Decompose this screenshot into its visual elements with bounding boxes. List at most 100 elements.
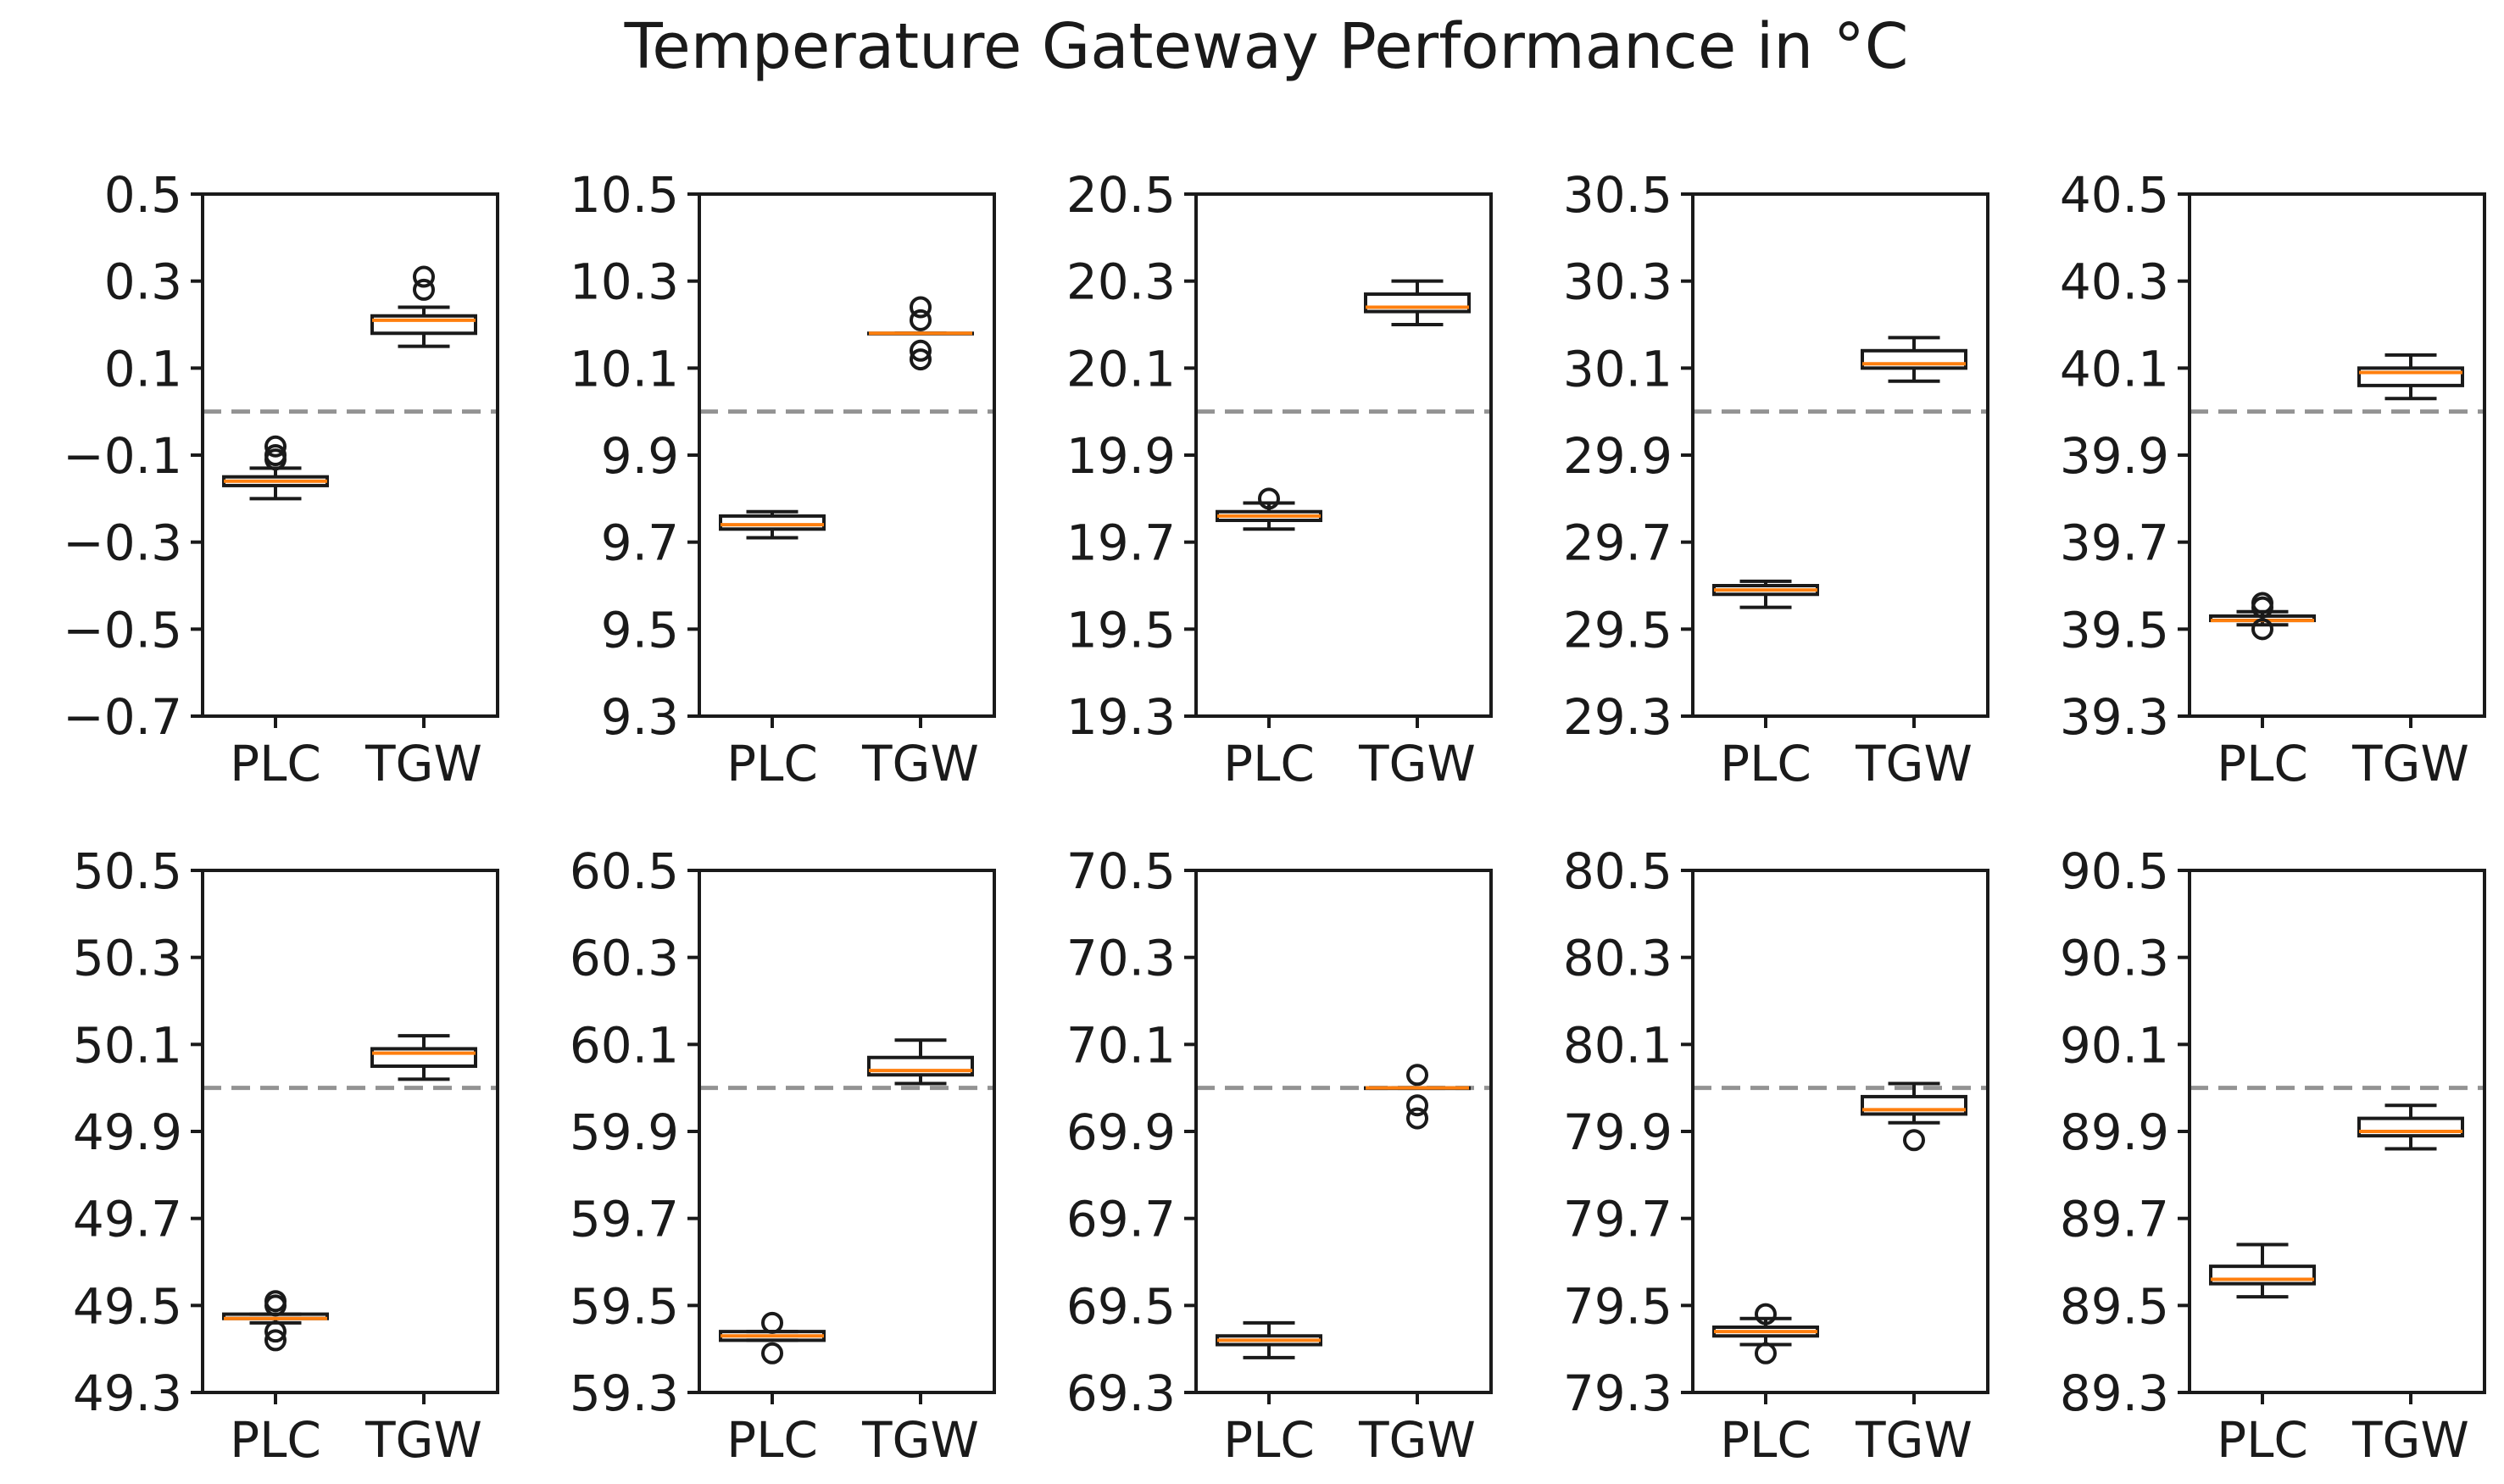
iqr-box [719, 514, 826, 531]
panel-8: 70.5 70.3 70.1 69.9 69.7 69.5 69.3 PLC TGW [1066, 842, 1493, 1469]
y-tick-label: 0.3 [104, 253, 182, 311]
x-tick-label-plc: PLC [230, 1411, 321, 1469]
box-plc [222, 1290, 329, 1352]
y-tick-label: 29.3 [1563, 688, 1672, 746]
box-plc [719, 1311, 826, 1365]
y-tick-label: 20.3 [1066, 253, 1176, 311]
y-tick-label: 89.5 [2060, 1277, 2169, 1335]
panel-7: 60.5 60.3 60.1 59.9 59.7 59.5 59.3 PLC TGW [570, 842, 996, 1469]
box-tgw [867, 1038, 974, 1086]
y-tick-label: −0.1 [63, 427, 182, 485]
panel-1: 0.5 0.3 0.1 −0.1 −0.3 −0.5 −0.7 PLC TGW [63, 166, 499, 792]
y-tick-label: 69.3 [1066, 1365, 1176, 1422]
y-tick-label: 29.5 [1563, 601, 1672, 659]
x-tick-label-plc: PLC [1720, 735, 1811, 792]
outlier-point [1755, 1303, 1777, 1326]
x-tick-label-tgw: TGW [364, 735, 482, 792]
y-tick-label: 9.9 [601, 427, 679, 485]
y-tick-label: 39.7 [2060, 514, 2169, 572]
box-tgw [370, 265, 477, 348]
y-tick-label: 19.7 [1066, 514, 1176, 572]
y-tick-label: 19.9 [1066, 427, 1176, 485]
outlier-point [264, 1329, 287, 1352]
x-tick-label-plc: PLC [2217, 735, 2308, 792]
iqr-box [2357, 1116, 2464, 1138]
iqr-box [867, 1055, 974, 1077]
y-tick-label: 90.1 [2060, 1016, 2169, 1074]
box-plc [1712, 579, 1819, 609]
box-plc [1216, 1320, 1322, 1359]
outlier-point [910, 308, 932, 331]
y-tick-label: 9.5 [601, 601, 679, 659]
y-tick-label: 89.7 [2060, 1191, 2169, 1248]
panel-4: 30.5 30.3 30.1 29.9 29.7 29.5 29.3 PLC TGW [1563, 166, 1989, 792]
x-tick-label-tgw: TGW [1358, 735, 1476, 792]
box-plc [2209, 1242, 2316, 1299]
x-tick-label-plc: PLC [726, 1411, 818, 1469]
y-tick-label: 80.5 [1563, 842, 1672, 900]
y-tick-label: 79.5 [1563, 1277, 1672, 1335]
x-tick-label-tgw: TGW [1855, 735, 1973, 792]
x-tick-label-plc: PLC [1223, 1411, 1315, 1469]
y-tick-label: 0.5 [104, 166, 182, 224]
box-plc [2209, 592, 2316, 641]
y-tick-label: −0.3 [63, 514, 182, 572]
y-tick-label: 30.5 [1563, 166, 1672, 224]
y-tick-label: 49.5 [73, 1277, 182, 1335]
outlier-point [910, 339, 932, 362]
box-tgw [2357, 353, 2464, 401]
box-plc [1216, 487, 1322, 531]
plot-frame [201, 869, 499, 1394]
outlier-point [264, 435, 287, 458]
y-tick-label: 90.3 [2060, 930, 2169, 987]
plot-frame [1691, 869, 1989, 1394]
panel-3: 20.5 20.3 20.1 19.9 19.7 19.5 19.3 PLC TGW [1066, 166, 1493, 792]
outlier-point [264, 1320, 287, 1343]
iqr-box [2209, 1264, 2316, 1286]
y-tick-label: 39.3 [2060, 688, 2169, 746]
y-tick-label: 50.5 [73, 842, 182, 900]
iqr-box [370, 314, 477, 336]
y-tick-label: 80.1 [1563, 1016, 1672, 1074]
x-tick-label-plc: PLC [726, 735, 818, 792]
y-tick-label: 70.1 [1066, 1016, 1176, 1074]
iqr-box [1861, 1094, 1967, 1116]
outlier-point [1258, 487, 1280, 510]
y-tick-label: 19.5 [1066, 601, 1176, 659]
iqr-box [1861, 348, 1967, 370]
y-tick-label: 10.1 [570, 340, 679, 397]
plot-frame [1691, 192, 1989, 718]
box-tgw [1364, 279, 1471, 326]
y-tick-label: 60.3 [570, 930, 679, 987]
plot-frame [2188, 192, 2486, 718]
outlier-point [761, 1342, 783, 1365]
x-tick-label-tgw: TGW [861, 1411, 979, 1469]
plot-frame [201, 192, 499, 718]
x-tick-label-tgw: TGW [861, 735, 979, 792]
x-tick-label-plc: PLC [1720, 1411, 1811, 1469]
y-tick-label: 9.7 [601, 514, 679, 572]
plot-frame [1194, 192, 1493, 718]
box-plc [1712, 1303, 1819, 1365]
y-tick-label: 69.9 [1066, 1103, 1176, 1161]
x-tick-label-plc: PLC [230, 735, 321, 792]
y-tick-label: 79.9 [1563, 1103, 1672, 1161]
y-tick-label: 70.5 [1066, 842, 1176, 900]
y-tick-label: 40.3 [2060, 253, 2169, 311]
y-tick-label: −0.7 [63, 688, 182, 746]
y-tick-label: 80.3 [1563, 930, 1672, 987]
outlier-point [1406, 1064, 1428, 1087]
iqr-box [1364, 292, 1471, 314]
x-tick-label-plc: PLC [1223, 735, 1315, 792]
outlier-point [1406, 1107, 1428, 1130]
box-tgw [1861, 336, 1967, 383]
y-tick-label: 59.7 [570, 1191, 679, 1248]
chart-title: Temperature Gateway Performance in °C [624, 10, 1909, 83]
panel-6: 50.5 50.3 50.1 49.9 49.7 49.5 49.3 PLC TGW [73, 842, 499, 1469]
y-tick-label: 10.3 [570, 253, 679, 311]
y-tick-label: 30.1 [1563, 340, 1672, 397]
outlier-point [264, 448, 287, 471]
x-tick-label-tgw: TGW [2351, 735, 2469, 792]
x-tick-label-tgw: TGW [1855, 1411, 1973, 1469]
outlier-point [761, 1311, 783, 1334]
